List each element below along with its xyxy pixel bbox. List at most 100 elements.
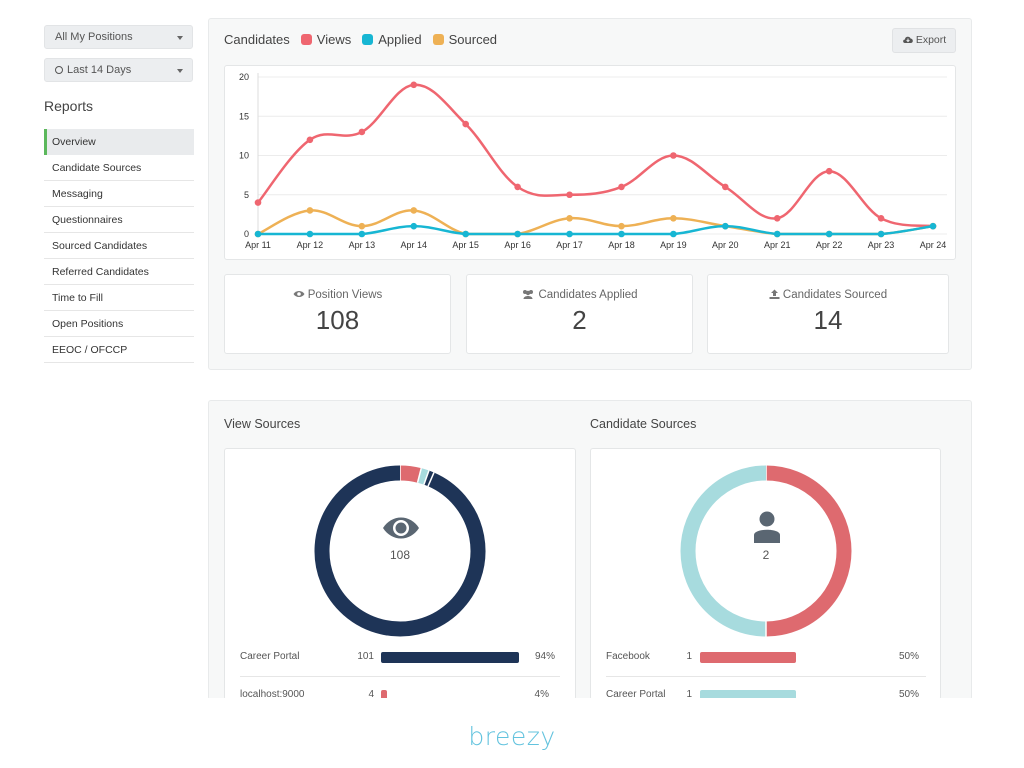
y-tick-label: 10 (239, 151, 249, 161)
views-data-point[interactable] (514, 183, 521, 191)
applied-data-point[interactable] (566, 230, 573, 238)
applied-data-point[interactable] (254, 230, 262, 238)
stat-card-candidates-sourced: Candidates Sourced 14 (707, 274, 949, 354)
view-source-count: 4 (368, 689, 374, 700)
nav-item-overview[interactable]: Overview (44, 129, 194, 155)
nav-item-candidate-sources[interactable]: Candidate Sources (44, 155, 194, 181)
nav-item-sourced-candidates[interactable]: Sourced Candidates (44, 233, 194, 259)
views-data-point[interactable] (670, 152, 677, 159)
legend-views-label[interactable]: Views (316, 32, 352, 47)
applied-data-point[interactable] (618, 230, 625, 238)
views-data-point[interactable] (877, 215, 885, 222)
nav-item-referred-candidates[interactable]: Referred Candidates (44, 259, 194, 285)
legend-sourced-swatch (432, 34, 444, 45)
candidate-sources-donut-segment[interactable] (765, 465, 852, 637)
stat-card-position-views: Position Views 108 (224, 274, 451, 354)
applied-data-point[interactable] (722, 222, 729, 230)
views-data-point[interactable] (773, 215, 781, 222)
stat-label-candidates-applied: Candidates Applied (538, 289, 638, 301)
applied-data-point[interactable] (306, 230, 314, 238)
nav-item-time-to-fill[interactable]: Time to Fill (44, 285, 194, 311)
applied-data-point[interactable] (410, 222, 418, 230)
candidate-source-percent: 50% (898, 689, 919, 700)
x-tick-label: Apr 16 (504, 240, 531, 250)
sourced-data-point[interactable] (358, 222, 366, 230)
applied-data-point[interactable] (929, 222, 937, 230)
sourced-data-point[interactable] (410, 207, 418, 214)
sourced-data-point[interactable] (306, 207, 314, 214)
row-divider (240, 676, 560, 677)
legend-sourced-label[interactable]: Sourced (448, 32, 498, 47)
applied-data-point[interactable] (462, 230, 469, 238)
sourced-data-point[interactable] (670, 215, 677, 222)
view-sources-title: View Sources (224, 417, 301, 431)
applied-data-point[interactable] (514, 230, 521, 238)
views-data-point[interactable] (410, 81, 418, 89)
x-tick-label: Apr 17 (556, 240, 583, 250)
view-sources-donut-segment[interactable] (314, 465, 486, 637)
cloud-download-icon (902, 36, 913, 43)
export-button[interactable]: Export (892, 28, 956, 53)
legend-applied-label[interactable]: Applied (378, 32, 422, 47)
nav-item-questionnaires[interactable]: Questionnaires (44, 207, 194, 233)
candidate-source-bar (700, 690, 796, 698)
stat-label-candidates-sourced: Candidates Sourced (782, 289, 888, 301)
view-sources-donut-segment[interactable] (399, 465, 422, 483)
candidates-line-chart: 0 5 10 15 20 Apr 11 Apr 12 Apr 13 Apr 14 Apr 15 Ap… (239, 72, 947, 250)
x-tick-label: Apr 14 (401, 240, 428, 250)
views-data-point[interactable] (254, 199, 262, 206)
candidate-source-name: Career Portal (606, 689, 666, 700)
stat-label-position-views: Position Views (307, 289, 383, 301)
view-source-name: localhost:9000 (240, 689, 305, 700)
views-data-point[interactable] (825, 167, 833, 175)
applied-data-point[interactable] (825, 230, 833, 238)
chart-title: Candidates (224, 32, 290, 47)
stat-value-candidates-applied: 2 (572, 305, 587, 335)
sourced-data-point[interactable] (566, 215, 573, 222)
positions-dropdown[interactable]: All My Positions (44, 25, 193, 49)
x-tick-label: Apr 23 (868, 240, 895, 250)
applied-data-point[interactable] (358, 230, 366, 238)
export-label: Export (915, 34, 947, 46)
x-tick-label: Apr 13 (349, 240, 376, 250)
candidate-sources-donut-segment[interactable] (680, 465, 767, 637)
x-tick-label: Apr 22 (816, 240, 843, 250)
eye-icon (293, 291, 305, 297)
segment-separator (423, 470, 430, 485)
sourced-series-line (257, 209, 934, 236)
date-range-dropdown[interactable]: Last 14 Days (44, 58, 193, 82)
applied-data-point[interactable] (877, 230, 885, 238)
x-tick-label: Apr 24 (920, 240, 947, 250)
applied-data-point[interactable] (773, 230, 781, 238)
view-sources-donut (314, 465, 486, 637)
view-sources-total: 108 (389, 548, 411, 562)
eye-icon (383, 517, 419, 539)
views-data-point[interactable] (306, 136, 314, 144)
views-data-point[interactable] (462, 120, 469, 128)
chevron-down-icon (177, 36, 183, 40)
nav-item-messaging[interactable]: Messaging (44, 181, 194, 207)
candidate-sources-total: 2 (762, 548, 770, 562)
nav-item-eeoc-ofccp[interactable]: EEOC / OFCCP (44, 337, 194, 363)
view-source-percent: 4% (534, 689, 549, 700)
reports-nav: Overview Candidate Sources Messaging Que… (44, 129, 194, 363)
view-source-bar (381, 652, 520, 663)
chevron-down-icon (177, 69, 183, 73)
nav-item-open-positions[interactable]: Open Positions (44, 311, 194, 337)
chart-legend: Candidates Views Applied Sourced (224, 32, 497, 47)
candidate-sources-donut (680, 465, 852, 637)
view-sources-donut-segment[interactable] (417, 468, 429, 485)
views-data-point[interactable] (722, 183, 729, 191)
views-data-point[interactable] (358, 128, 366, 136)
view-source-percent: 94% (534, 651, 555, 662)
segment-separator (427, 472, 435, 487)
user-icon (754, 511, 780, 543)
x-tick-label: Apr 20 (712, 240, 739, 250)
x-tick-label: Apr 19 (660, 240, 687, 250)
stat-value-position-views: 108 (315, 305, 360, 335)
candidate-source-bar (700, 652, 796, 663)
applied-data-point[interactable] (670, 230, 677, 238)
views-data-point[interactable] (566, 191, 573, 199)
views-data-point[interactable] (618, 183, 625, 191)
sourced-data-point[interactable] (618, 222, 625, 230)
